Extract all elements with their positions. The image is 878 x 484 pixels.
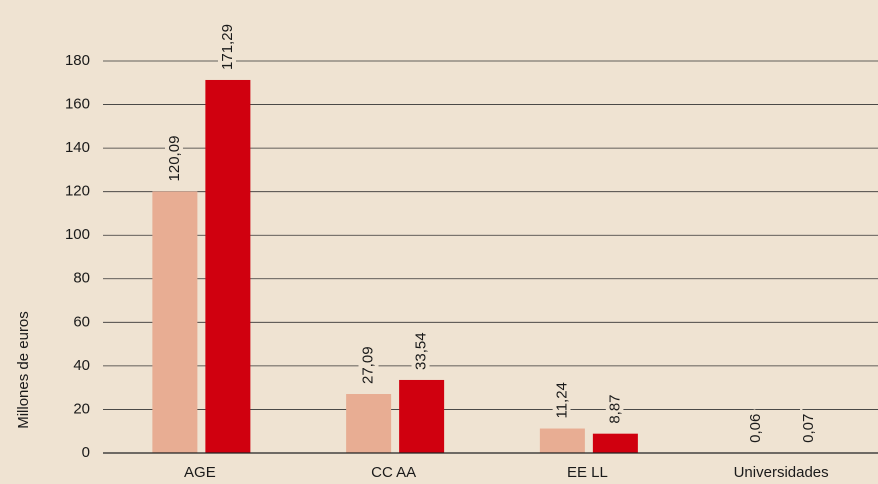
y-tick-label: 180	[65, 52, 90, 69]
data-label: 11,24	[553, 382, 570, 418]
data-label: 0,06	[747, 414, 764, 443]
y-tick-label: 120	[65, 183, 90, 200]
y-tick-label: 20	[73, 400, 90, 417]
y-tick-label: 40	[73, 357, 90, 374]
bar	[539, 428, 585, 453]
bar	[346, 394, 392, 453]
x-tick-label: EE LL	[567, 464, 608, 481]
data-label: 27,09	[360, 346, 377, 384]
bar	[399, 379, 445, 453]
data-label: 0,07	[800, 414, 817, 443]
bar	[152, 191, 198, 453]
y-tick-label: 0	[82, 444, 90, 461]
x-tick-label: CC AA	[371, 464, 416, 481]
data-label: 171,29	[219, 24, 236, 70]
x-tick-label: Universidades	[734, 464, 829, 481]
y-tick-label: 140	[65, 139, 90, 156]
bar	[205, 79, 251, 453]
x-tick-label: AGE	[184, 464, 216, 481]
y-axis-label: Millones de euros	[15, 311, 32, 429]
bar	[592, 433, 638, 453]
y-tick-label: 80	[73, 270, 90, 287]
data-label: 33,54	[413, 332, 430, 370]
data-label: 120,09	[166, 136, 183, 182]
y-tick-label: 60	[73, 313, 90, 330]
y-tick-label: 100	[65, 226, 90, 243]
y-tick-label: 160	[65, 96, 90, 113]
data-label: 8,87	[606, 394, 623, 423]
